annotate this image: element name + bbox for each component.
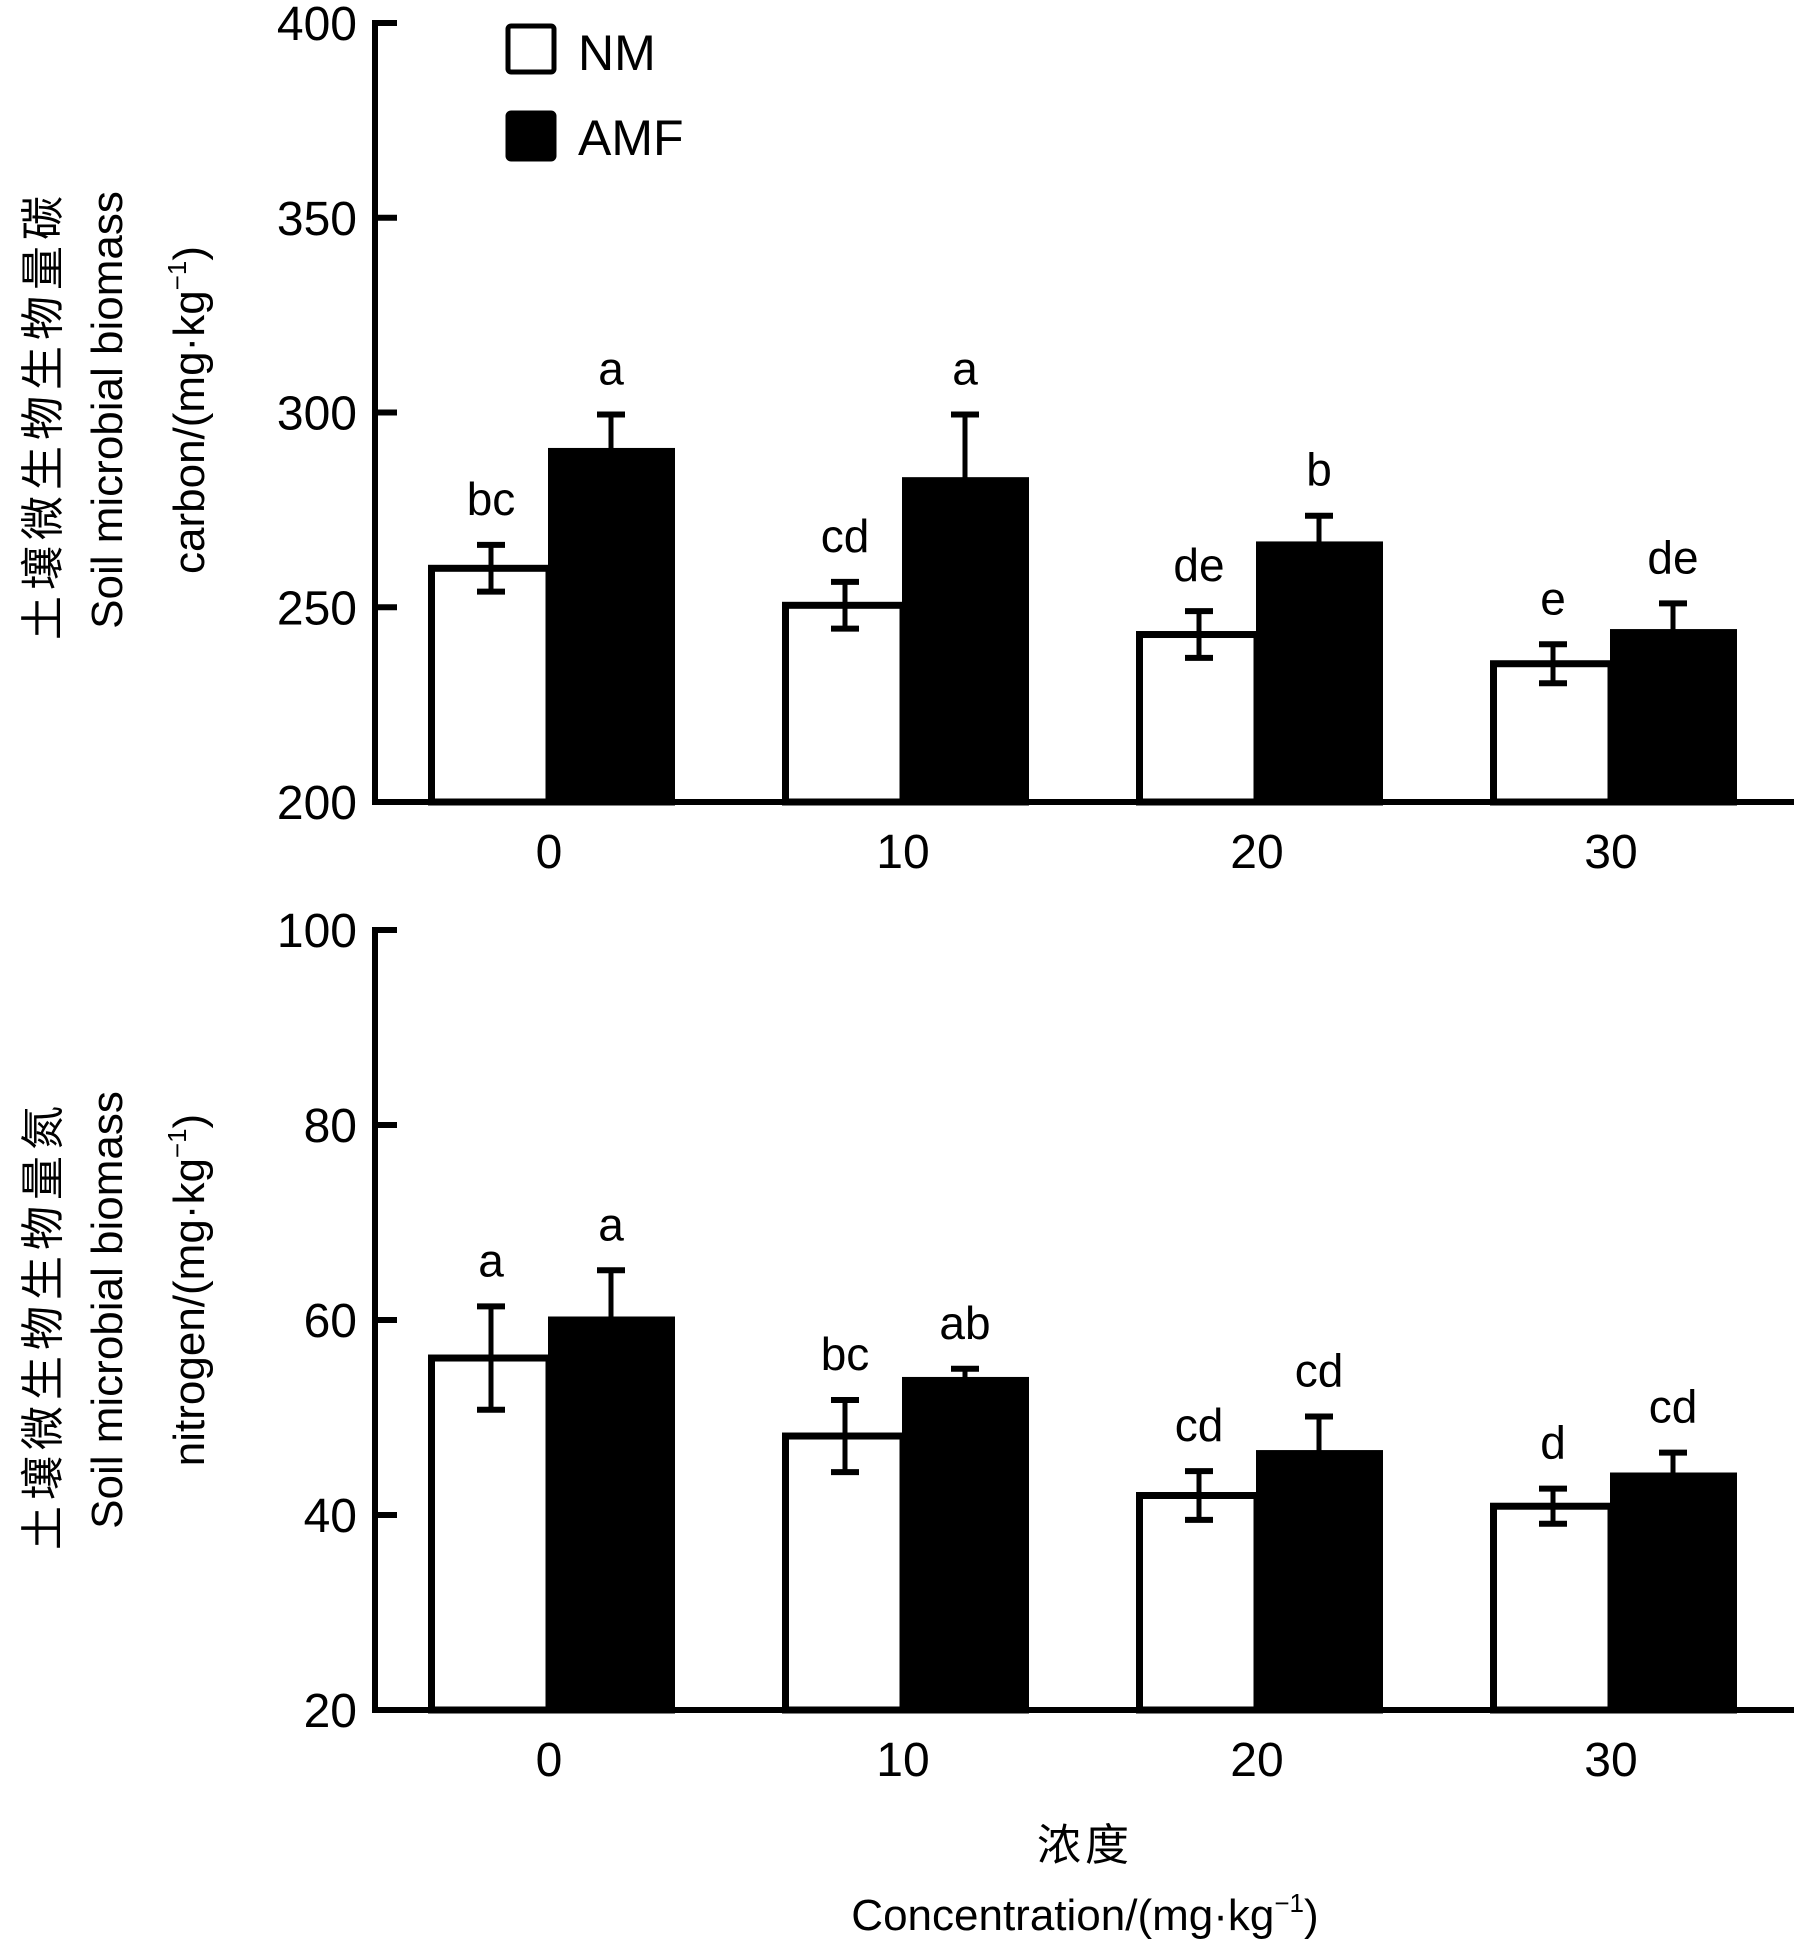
- nitrogen-y-tick-label: 40: [304, 1490, 357, 1543]
- nitrogen-bar-amf-10: [902, 1376, 1029, 1714]
- carbon-sig-letter-amf-10: a: [952, 342, 978, 394]
- carbon-bar-nm-10: [782, 601, 907, 806]
- nitrogen-error-bar-nm-20: [1185, 1468, 1213, 1523]
- carbon-y-tick-label: 200: [277, 777, 357, 830]
- nitrogen-error-bar-nm-30: [1539, 1485, 1567, 1527]
- carbon-bar-amf-20: [1256, 541, 1383, 806]
- x-title-en: Concentration/(mg·kg−1): [851, 1888, 1318, 1940]
- carbon-x-tick-label: 20: [1230, 826, 1283, 879]
- carbon-y-title-unit: carbon/(mg·kg: [165, 290, 214, 574]
- carbon-y-title-en-line2: carbon/(mg·kg−1): [162, 246, 214, 574]
- nitrogen-error-bar-amf-0: [597, 1267, 625, 1373]
- nitrogen-y-title-cn: 土壤微生物生物量氮: [19, 1100, 68, 1550]
- nitrogen-bar-amf-30: [1610, 1472, 1737, 1714]
- legend: NM AMF: [505, 23, 684, 166]
- carbon-y-title-en-line1: Soil microbial biomass: [83, 191, 132, 629]
- carbon-x-tick-label: 10: [876, 826, 929, 879]
- nitrogen-y-title-unit: nitrogen/(mg·kg: [165, 1158, 214, 1466]
- nitrogen-y-title-sup: −1: [162, 1128, 192, 1158]
- carbon-y-tick-label: 250: [277, 582, 357, 635]
- carbon-y-tick-label: 350: [277, 193, 357, 246]
- nitrogen-y-tick-label: 60: [304, 1295, 357, 1348]
- carbon-sig-letter-nm-10: cd: [821, 510, 870, 562]
- nitrogen-y-title-close: ): [165, 1114, 214, 1129]
- nitrogen-y-axis-title: 土壤微生物生物量氮 Soil microbial biomass nitroge…: [19, 1091, 214, 1550]
- carbon-error-bar-nm-10: [831, 578, 859, 632]
- carbon-y-tick-label: 400: [277, 0, 357, 51]
- nitrogen-error-bar-amf-10: [951, 1365, 979, 1396]
- nitrogen-sig-letter-amf-30: cd: [1649, 1381, 1698, 1433]
- carbon-x-tick-label: 30: [1584, 826, 1637, 879]
- x-title-close: ): [1304, 1891, 1319, 1940]
- carbon-sig-letter-amf-0: a: [598, 342, 624, 394]
- carbon-sig-letter-nm-0: bc: [467, 473, 516, 525]
- carbon-error-bar-amf-10: [951, 411, 979, 550]
- carbon-error-bar-amf-30: [1659, 600, 1687, 665]
- nitrogen-y-tick-label: 100: [277, 905, 357, 958]
- carbon-sig-letter-nm-20: de: [1173, 539, 1224, 591]
- nitrogen-x-tick-label: 20: [1230, 1734, 1283, 1787]
- carbon-bar-amf-30: [1610, 629, 1737, 806]
- nitrogen-bar-nm-10: [782, 1432, 907, 1714]
- carbon-x-tick-label: 0: [536, 826, 563, 879]
- nitrogen-x-tick-label: 0: [536, 1734, 563, 1787]
- nitrogen-x-tick-label: 10: [876, 1734, 929, 1787]
- carbon-sig-letter-amf-20: b: [1306, 444, 1332, 496]
- nitrogen-sig-letter-nm-20: cd: [1175, 1399, 1224, 1451]
- nitrogen-x-tick-label: 30: [1584, 1734, 1637, 1787]
- carbon-sig-letter-amf-30: de: [1647, 531, 1698, 583]
- x-title-sup: −1: [1274, 1888, 1304, 1918]
- carbon-sig-letter-nm-30: e: [1540, 572, 1566, 624]
- nitrogen-sig-letter-amf-20: cd: [1295, 1345, 1344, 1397]
- carbon-error-bar-nm-30: [1539, 641, 1567, 687]
- nitrogen-chart-panel: a bc cd d a ab cd cd 20 40 60 80 100 0 10 20 30: [277, 905, 1794, 1787]
- carbon-y-axis-title: 土壤微生物生物量碳 Soil microbial biomass carbon/…: [19, 190, 214, 640]
- legend-swatch-amf: [505, 110, 557, 162]
- nitrogen-error-bar-amf-30: [1659, 1449, 1687, 1503]
- nitrogen-bar-nm-30: [1490, 1502, 1615, 1714]
- nitrogen-error-bar-nm-0: [477, 1303, 505, 1413]
- carbon-bar-amf-0: [548, 447, 675, 806]
- carbon-error-bar-amf-20: [1305, 512, 1333, 578]
- nitrogen-sig-letter-nm-10: bc: [821, 1328, 870, 1380]
- nitrogen-error-bar-amf-20: [1305, 1413, 1333, 1494]
- carbon-error-bar-amf-0: [597, 411, 625, 492]
- carbon-error-bar-nm-20: [1185, 608, 1213, 661]
- nitrogen-y-tick-label: 80: [304, 1100, 357, 1153]
- nitrogen-sig-letter-nm-0: a: [478, 1234, 504, 1286]
- x-axis-title: 浓度 Concentration/(mg·kg−1): [851, 1821, 1318, 1940]
- nitrogen-bar-amf-0: [548, 1316, 675, 1714]
- carbon-error-bar-nm-0: [477, 541, 505, 595]
- nitrogen-y-title-en-line1: Soil microbial biomass: [83, 1091, 132, 1529]
- carbon-y-title-sup: −1: [162, 261, 192, 291]
- carbon-chart-panel: bc cd de e a a b de 200 250 300 350 400 0 10 20 30: [277, 0, 1794, 879]
- x-title-cn: 浓度: [1037, 1821, 1133, 1870]
- nitrogen-y-tick-label: 20: [304, 1685, 357, 1738]
- nitrogen-y-title-en-line2: nitrogen/(mg·kg−1): [162, 1114, 214, 1466]
- carbon-y-title-cn: 土壤微生物生物量碳: [19, 190, 68, 640]
- nitrogen-sig-letter-nm-30: d: [1540, 1417, 1566, 1469]
- nitrogen-sig-letter-amf-0: a: [598, 1198, 624, 1250]
- legend-label-nm: NM: [578, 25, 656, 81]
- carbon-y-title-close: ): [165, 246, 214, 261]
- x-title-unit: Concentration/(mg·kg: [851, 1891, 1274, 1940]
- carbon-y-tick-label: 300: [277, 388, 357, 441]
- carbon-bar-nm-0: [428, 564, 553, 806]
- legend-label-amf: AMF: [578, 110, 684, 166]
- nitrogen-bar-nm-20: [1136, 1492, 1261, 1714]
- legend-swatch-nm: [505, 23, 557, 75]
- nitrogen-error-bar-nm-10: [831, 1396, 859, 1476]
- nitrogen-sig-letter-amf-10: ab: [939, 1297, 990, 1349]
